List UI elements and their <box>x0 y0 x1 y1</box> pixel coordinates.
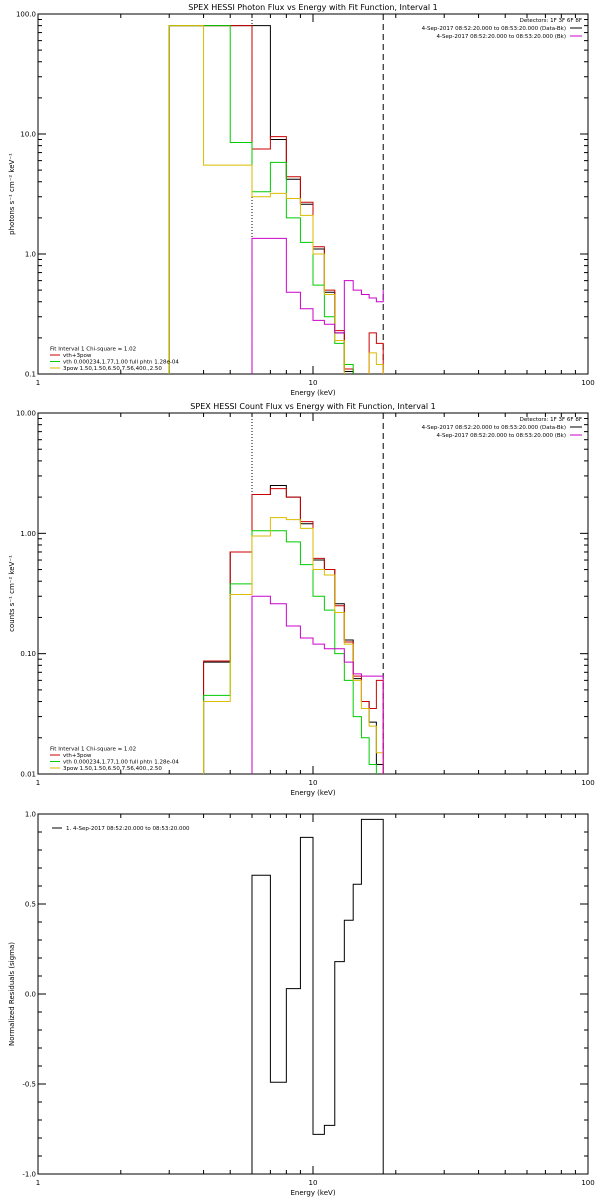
y-tick-label: -0.5 <box>22 1081 36 1089</box>
x-tick-label: 1 <box>36 379 40 387</box>
series-group <box>251 818 384 1174</box>
y-tick-label: 0.5 <box>25 901 36 909</box>
legend-entry-bottom-left: 3pow 1.50,1.50,6.50,7.56,400.,2.50 <box>63 766 162 772</box>
y-tick-label: 10.00 <box>16 410 36 418</box>
legend-entry-top-right: 4-Sep-2017 08:52:20.000 to 08:53:20.000 … <box>437 433 567 439</box>
series-line-0 <box>168 25 354 374</box>
y-tick-label: 0.01 <box>20 771 36 779</box>
y-tick-label: 0.1 <box>25 371 36 379</box>
y-tick-label: -1.0 <box>22 1171 36 1179</box>
y-axis-label: photons s⁻¹ cm⁻² keV⁻¹ <box>8 153 16 235</box>
y-tick-label: 0.10 <box>20 650 36 658</box>
legend-entry-top-right: Detectors: 1F 3F 6F 8F <box>520 18 582 24</box>
x-axis-label: Energy (keV) <box>290 389 335 397</box>
x-tick-label: 10 <box>309 1179 318 1187</box>
series-line-4 <box>251 237 384 374</box>
legend-entry-bottom-left: vth 0.000234,1.77,1.00 full phtn 1.28e-0… <box>63 760 179 766</box>
series-line-3 <box>168 25 384 374</box>
series-line-4 <box>251 595 384 774</box>
x-axis-label: Energy (keV) <box>290 1189 335 1197</box>
legend-fit-info: Fit Interval 1 Chi-square = 1.02 <box>50 347 136 353</box>
legend-entry-bottom-left: vth 0.000234,1.77,1.00 full phtn 1.28e-0… <box>63 360 179 366</box>
series-line-3 <box>203 517 384 774</box>
legend-entry-bottom-left: vth+3pow <box>63 753 92 759</box>
x-tick-label: 10 <box>309 379 318 387</box>
legend-entry-bottom-left: vth+3pow <box>63 353 92 359</box>
legend-entry-bottom-left: 3pow 1.50,1.50,6.50,7.56,400.,2.50 <box>63 366 162 372</box>
x-tick-label: 100 <box>581 379 594 387</box>
chart-title: SPEX HESSI Count Flux vs Energy with Fit… <box>190 402 435 411</box>
legend-entry-top-left: 1. 4-Sep-2017 08:52:20.000 to 08:53:20.0… <box>66 826 190 832</box>
legend-entry-top-right: 4-Sep-2017 08:52:20.000 to 08:53:20.000 … <box>422 26 566 32</box>
y-tick-label: 1.0 <box>25 811 36 819</box>
series-line-2 <box>168 25 354 374</box>
residuals-panel: 1 10 100 -1.0 -0.5 0.0 0.5 1.0 Energy (keV) Norma… <box>8 811 595 1198</box>
legend-entry-top-right: 4-Sep-2017 08:52:20.000 to 08:53:20.000 … <box>437 34 567 40</box>
x-tick-label: 1 <box>36 1179 40 1187</box>
legend-entry-top-right: Detectors: 1F 3F 6F 8F <box>520 417 582 423</box>
series-line-0 <box>251 818 384 1174</box>
x-tick-label: 1 <box>36 779 40 787</box>
y-tick-label: 1.0 <box>25 251 36 259</box>
x-tick-label: 10 <box>309 779 318 787</box>
series-line-1 <box>168 25 384 374</box>
photon-flux-panel: SPEX HESSI Photon Flux vs Energy with Fi… <box>8 3 595 397</box>
legend-entry-top-right: 4-Sep-2017 08:52:20.000 to 08:53:20.000 … <box>422 425 566 431</box>
x-tick-label: 100 <box>581 779 594 787</box>
series-line-1 <box>203 488 384 774</box>
y-tick-label: 0.0 <box>25 991 36 999</box>
y-tick-label: 10.0 <box>20 131 36 139</box>
chart-title: SPEX HESSI Photon Flux vs Energy with Fi… <box>188 3 438 12</box>
x-tick-label: 100 <box>581 1179 594 1187</box>
y-axis-label: counts s⁻¹ cm⁻² keV⁻¹ <box>8 555 16 632</box>
count-flux-panel: SPEX HESSI Count Flux vs Energy with Fit… <box>8 402 595 797</box>
y-tick-label: 100.0 <box>16 11 36 19</box>
series-group <box>168 25 384 374</box>
y-axis-label: Normalized Residuals (sigma) <box>8 942 16 1046</box>
y-tick-label: 1.00 <box>20 530 36 538</box>
legend-fit-info: Fit Interval 1 Chi-square = 1.02 <box>50 747 136 753</box>
x-axis-label: Energy (keV) <box>290 789 335 797</box>
series-group <box>203 484 384 774</box>
